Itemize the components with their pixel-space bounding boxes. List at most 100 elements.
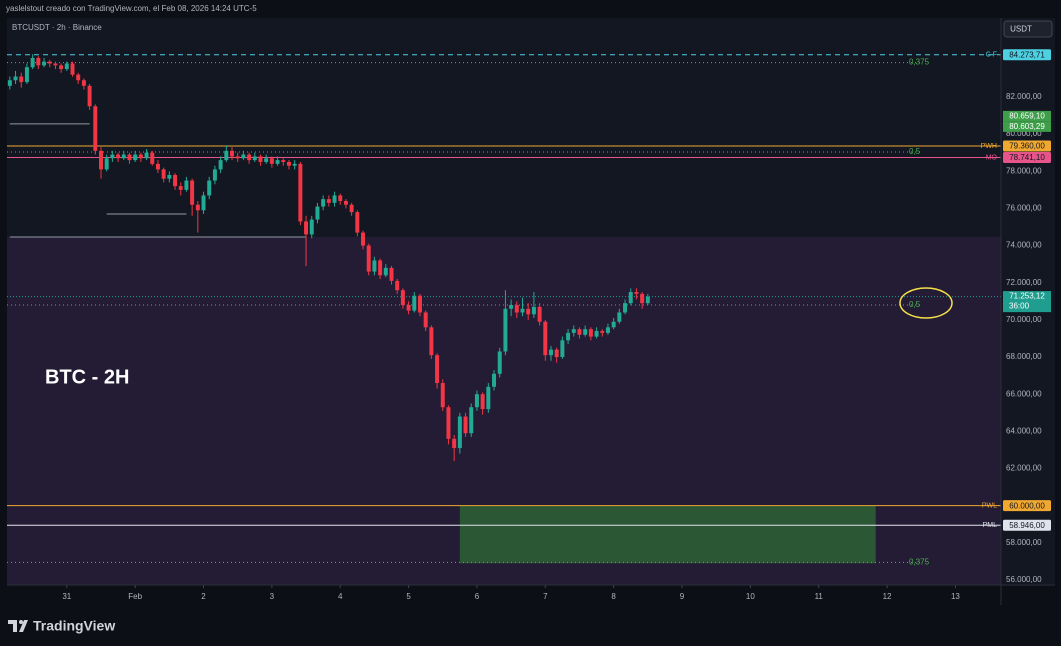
currency-box: [1003, 20, 1053, 38]
candle-body: [326, 199, 331, 203]
price-tag: [1003, 49, 1051, 61]
price-tag: [1003, 500, 1051, 512]
candle-body: [30, 57, 35, 68]
candle-body: [605, 327, 610, 333]
candle-body: [588, 329, 593, 337]
logo-icon: [19, 620, 23, 624]
x-tick-label: 3: [270, 592, 275, 601]
candle-body: [230, 150, 234, 157]
candle-body: [247, 154, 252, 161]
candle-body: [98, 150, 103, 170]
price-tag-label: 80.659,10: [1009, 111, 1045, 120]
candle-body: [121, 154, 126, 159]
candle-body: [400, 290, 405, 306]
candle-body: [617, 312, 622, 322]
candle-body: [634, 292, 639, 294]
candle-body: [492, 373, 497, 387]
candle-body: [457, 416, 462, 449]
candle-body: [167, 174, 172, 179]
y-tick-label: 68.000,00: [1006, 352, 1042, 361]
candle-body: [429, 327, 434, 356]
fib-label: 0,375: [909, 58, 930, 67]
fib-label: 0,5: [909, 300, 921, 309]
candle-body: [42, 61, 47, 66]
footer-logo-text: TradingView: [33, 618, 115, 634]
candle-body: [480, 394, 485, 410]
candle-body: [47, 61, 52, 64]
candle-body: [281, 160, 286, 162]
candle-body: [469, 407, 474, 434]
level-name: C F: [986, 52, 997, 59]
y-tick-label: 74.000,00: [1006, 241, 1042, 250]
x-tick-label: 5: [406, 592, 411, 601]
candle-body: [252, 156, 257, 161]
candle-body: [70, 63, 75, 75]
y-tick-label: 80.000,00: [1006, 129, 1042, 138]
logo: [8, 620, 28, 632]
logo-icon: [8, 620, 28, 632]
candle-body: [155, 163, 160, 170]
candle-body: [104, 158, 109, 170]
x-tick-label: 13: [951, 592, 960, 601]
candle-body: [406, 305, 411, 311]
candle-body: [474, 394, 479, 408]
candle-body: [212, 169, 217, 181]
candle-body: [24, 67, 29, 83]
level-name: PWH: [981, 143, 997, 150]
x-tick-label: 10: [746, 592, 755, 601]
candle-body: [349, 204, 354, 213]
candle-body: [486, 386, 491, 410]
candle-body: [463, 416, 468, 434]
candle-body: [537, 306, 542, 322]
candle-body: [417, 295, 422, 313]
annotation: BTC - 2H: [45, 366, 129, 388]
price-tag: [1003, 110, 1051, 122]
x-tick-label: 2: [201, 592, 206, 601]
candle-body: [423, 312, 428, 328]
candle-body: [116, 154, 121, 159]
y-tick-label: 66.000,00: [1006, 389, 1042, 398]
candle-body: [571, 329, 576, 333]
price-tag-label: 60.000,00: [1009, 501, 1045, 510]
candle-body: [235, 156, 240, 159]
candle-body: [218, 160, 223, 170]
candle-body: [133, 154, 138, 161]
x-tick-label: 6: [475, 592, 480, 601]
candle-body: [509, 305, 514, 309]
price-tag-label: 78.741,10: [1009, 153, 1045, 162]
candle-body: [201, 195, 206, 211]
candle-body: [372, 260, 377, 272]
candle-body: [355, 212, 360, 233]
candle-body: [275, 160, 280, 164]
candle-body: [150, 152, 155, 164]
candle-body: [452, 438, 457, 449]
candle-body: [36, 57, 41, 66]
candle-body: [503, 308, 508, 352]
x-tick-label: 12: [883, 592, 892, 601]
candle-body: [543, 321, 548, 356]
candle-body: [184, 180, 189, 190]
current-price-label: 71.253,12: [1009, 292, 1045, 301]
candle-body: [59, 65, 64, 70]
candle-body: [19, 76, 24, 83]
candle-body: [81, 80, 86, 86]
candle-body: [395, 280, 400, 291]
price-tag: [1003, 121, 1051, 132]
y-tick-label: 62.000,00: [1006, 464, 1042, 473]
candle-body: [93, 106, 98, 151]
y-tick-label: 70.000,00: [1006, 315, 1042, 324]
candle-body: [138, 154, 143, 159]
candle-body: [623, 303, 628, 313]
candle-body: [338, 195, 343, 201]
candle-body: [566, 332, 571, 341]
candle-body: [304, 221, 309, 235]
candle-body: [7, 80, 12, 86]
candle-body: [195, 204, 200, 211]
candle-body: [190, 180, 195, 205]
currency: USDT: [1010, 25, 1032, 34]
x-tick-label: 31: [62, 592, 71, 601]
candle-body: [628, 292, 633, 304]
price-tag: [1003, 140, 1051, 152]
